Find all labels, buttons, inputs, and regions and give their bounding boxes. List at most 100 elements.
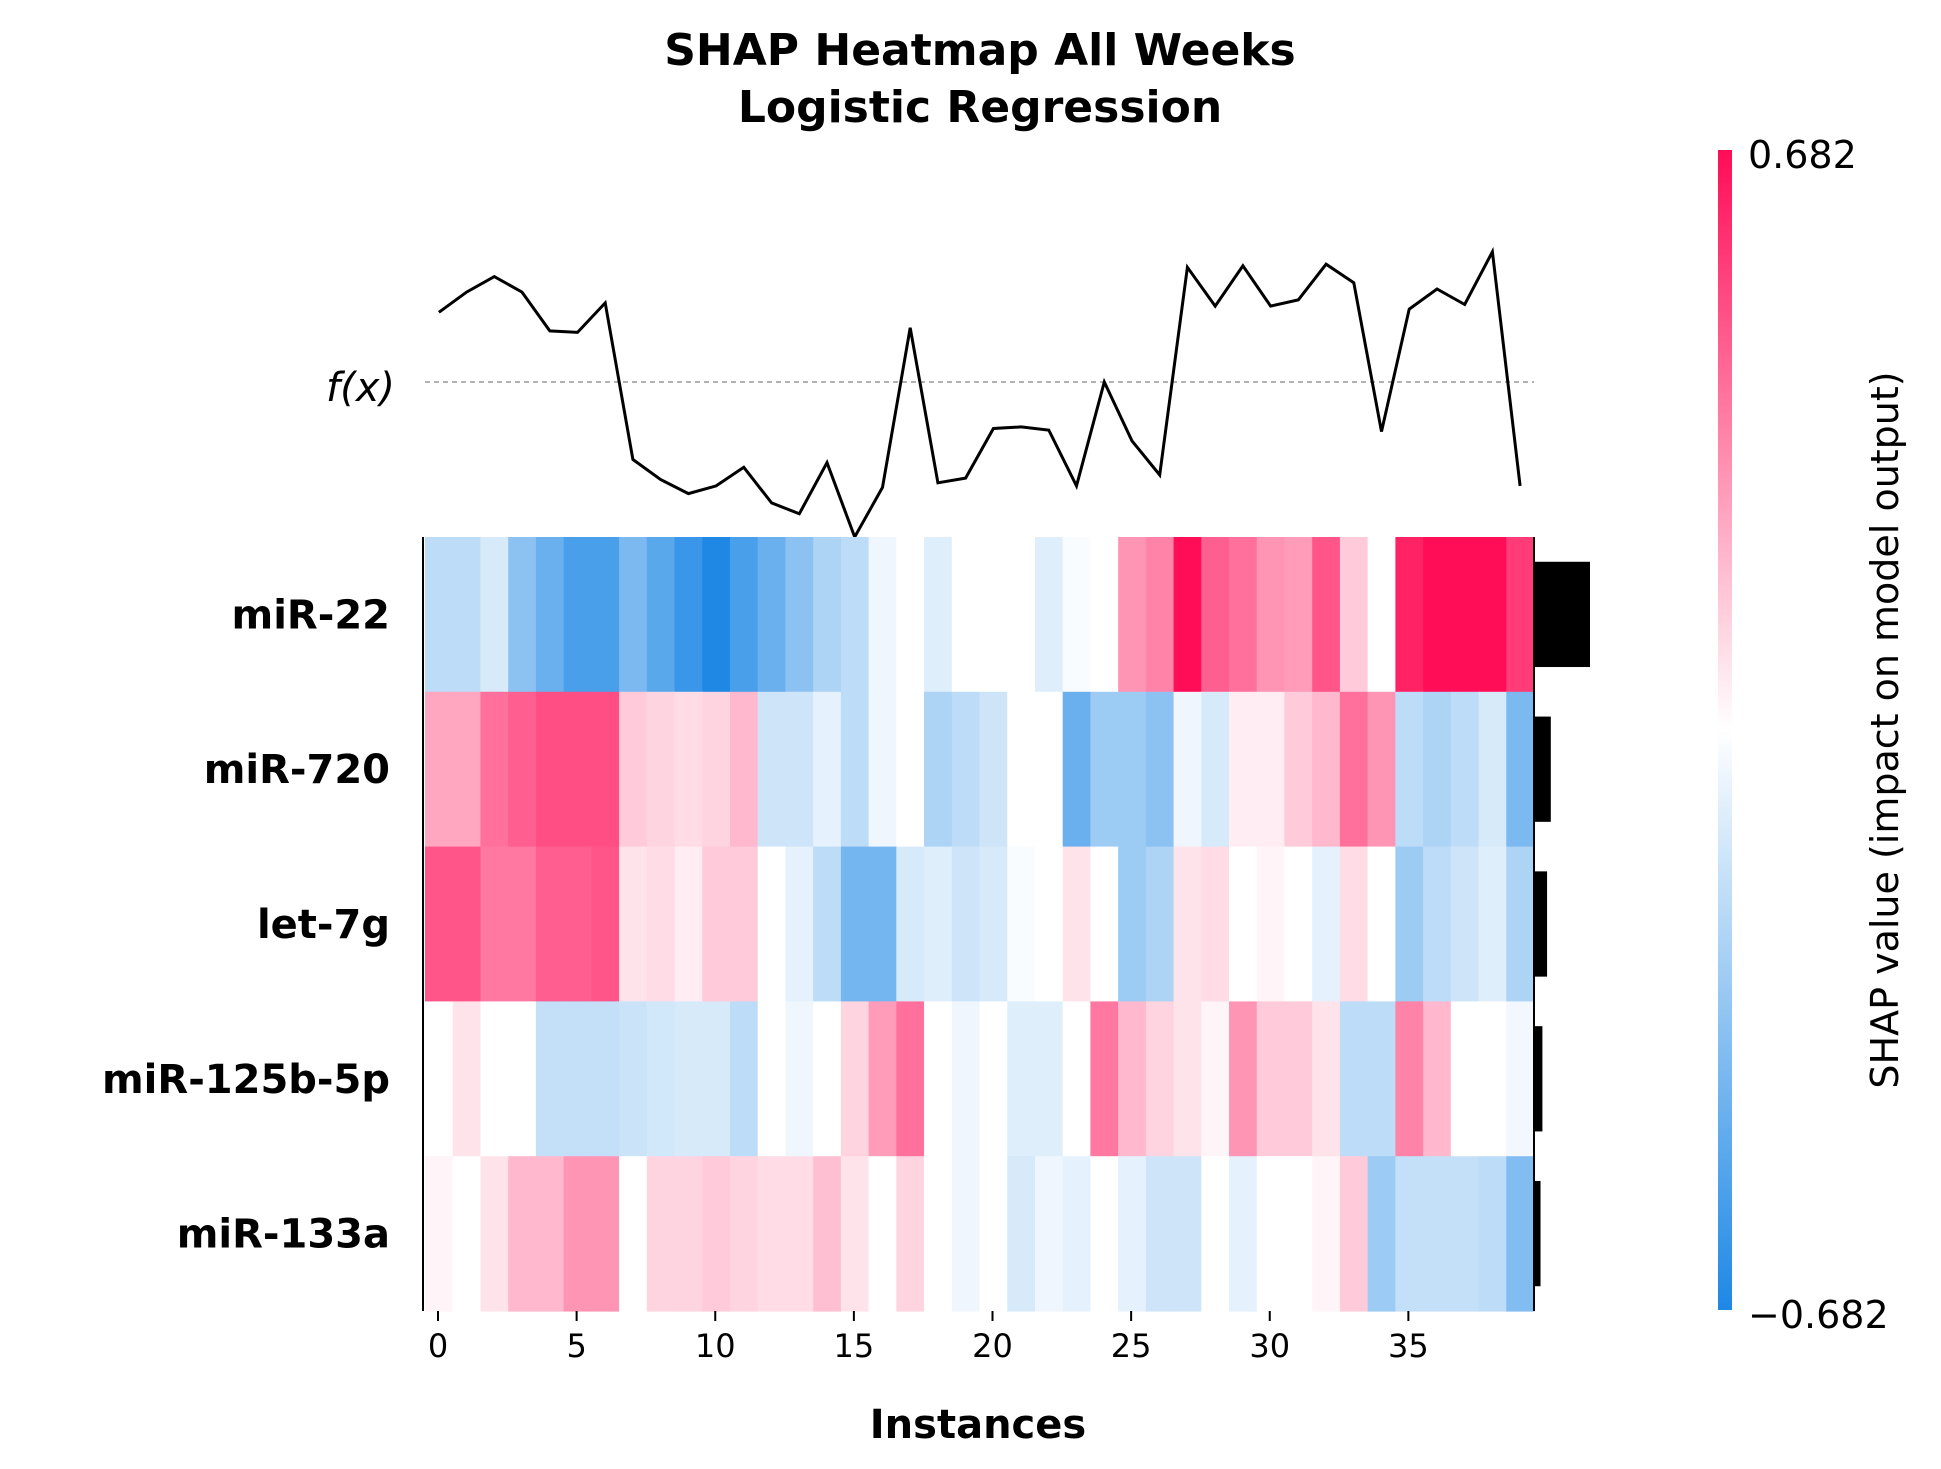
heatmap-cell: [702, 846, 731, 1002]
heatmap-cell: [535, 1156, 565, 1312]
heatmap-cell: [729, 691, 759, 848]
heatmap-cell: [563, 846, 592, 1002]
heatmap-cell: [896, 846, 925, 1002]
heatmap-cell: [508, 691, 537, 848]
heatmap-cell: [1367, 691, 1396, 848]
heatmap-cell: [757, 846, 787, 1002]
heatmap-cell: [619, 1156, 648, 1312]
feature-label: miR-125b-5p: [102, 1057, 390, 1103]
heatmap-cell: [1339, 537, 1369, 693]
colorbar: [1718, 150, 1732, 1310]
heatmap-cell: [1201, 1001, 1230, 1157]
x-tick-label: 0: [428, 1327, 448, 1365]
heatmap-cell: [1367, 1001, 1396, 1157]
heatmap-cell: [1312, 537, 1341, 693]
heatmap-cell: [868, 846, 897, 1002]
heatmap-cell: [1034, 1001, 1064, 1157]
x-tick-label: 5: [566, 1327, 586, 1365]
heatmap-cell: [1450, 846, 1480, 1002]
heatmap-cell: [1395, 691, 1424, 848]
heatmap-cell: [1118, 691, 1147, 848]
heatmap-cell: [425, 691, 454, 848]
heatmap-cell: [563, 1001, 592, 1157]
heatmap-cell: [1339, 846, 1369, 1002]
heatmap-cell: [1339, 1156, 1369, 1312]
heatmap-cell: [1339, 1001, 1369, 1157]
heatmap-cell: [425, 846, 454, 1002]
heatmap-cell: [591, 537, 620, 693]
heatmap-cell: [535, 691, 565, 848]
heatmap-cell: [563, 1156, 592, 1312]
heatmap-cell: [813, 1156, 842, 1312]
heatmap-cell: [1229, 691, 1258, 848]
heatmap-cell: [1229, 846, 1258, 1002]
heatmap-cell: [840, 846, 870, 1002]
heatmap-cell: [1312, 846, 1341, 1002]
heatmap-cell: [813, 1001, 842, 1157]
chart-subtitle: Logistic Regression: [738, 82, 1222, 133]
importance-bar: [1534, 716, 1551, 822]
fx-line-panel: [425, 246, 1534, 541]
x-tick-label: 10: [695, 1327, 736, 1365]
heatmap-cell: [1312, 1001, 1341, 1157]
heatmap-cell: [951, 537, 981, 693]
heatmap-cell: [951, 1001, 981, 1157]
heatmap-cell: [840, 691, 870, 848]
heatmap-cell: [1367, 1156, 1396, 1312]
heatmap-cell: [674, 537, 703, 693]
heatmap-cell: [868, 1001, 897, 1157]
heatmap-cell: [1367, 537, 1396, 693]
heatmap-cell: [979, 846, 1008, 1002]
heatmap-cell: [1062, 691, 1092, 848]
heatmap-cell: [813, 537, 842, 693]
heatmap-cell: [646, 1001, 676, 1157]
heatmap-cell: [868, 1156, 897, 1312]
heatmap-cell: [1395, 1001, 1424, 1157]
heatmap-cell: [1339, 691, 1369, 848]
heatmap-cell: [951, 1156, 981, 1312]
heatmap-cell: [951, 691, 981, 848]
x-tick-label: 25: [1111, 1327, 1152, 1365]
feature-importance-bars: [1534, 561, 1590, 1287]
heatmap-cell: [674, 846, 703, 1002]
heatmap-cell: [480, 537, 509, 693]
heatmap-cell: [785, 1001, 814, 1157]
heatmap-cell: [951, 846, 981, 1002]
heatmap-cell: [619, 537, 648, 693]
heatmap-cell: [1173, 691, 1202, 848]
colorbar-max-label: 0.682: [1748, 133, 1857, 177]
heatmap-cell: [702, 691, 731, 848]
heatmap-cell: [1007, 1001, 1036, 1157]
heatmap-cell: [1034, 537, 1064, 693]
heatmap-cell: [1450, 691, 1480, 848]
heatmap-cell: [619, 846, 648, 1002]
heatmap-cell: [1034, 691, 1064, 848]
heatmap-cell: [674, 1156, 703, 1312]
heatmap-cell: [729, 1001, 759, 1157]
heatmap-cell: [1145, 537, 1175, 693]
heatmap-cell: [1007, 1156, 1036, 1312]
heatmap-cell: [729, 846, 759, 1002]
heatmap-cell: [646, 691, 676, 848]
heatmap-cell: [896, 1156, 925, 1312]
heatmap-cell: [1201, 537, 1230, 693]
heatmap-cell: [1062, 846, 1092, 1002]
heatmap-cell: [1090, 537, 1119, 693]
heatmap-cell: [674, 1001, 703, 1157]
heatmap-cell: [785, 846, 814, 1002]
heatmap-cell: [1145, 1001, 1175, 1157]
heatmap-cell: [591, 691, 620, 848]
heatmap-cell: [508, 1001, 537, 1157]
heatmap-cell: [1423, 846, 1452, 1002]
feature-label: miR-133a: [177, 1212, 390, 1258]
heatmap-cell: [591, 1001, 620, 1157]
heatmap-cell: [535, 537, 565, 693]
heatmap-cell: [1423, 537, 1452, 693]
feature-label: miR-720: [204, 747, 390, 793]
heatmap-cell: [480, 1001, 509, 1157]
heatmap-cell: [563, 691, 592, 848]
heatmap-cell: [1478, 691, 1507, 848]
heatmap-cell: [1201, 1156, 1230, 1312]
heatmap-cell: [1450, 1156, 1480, 1312]
